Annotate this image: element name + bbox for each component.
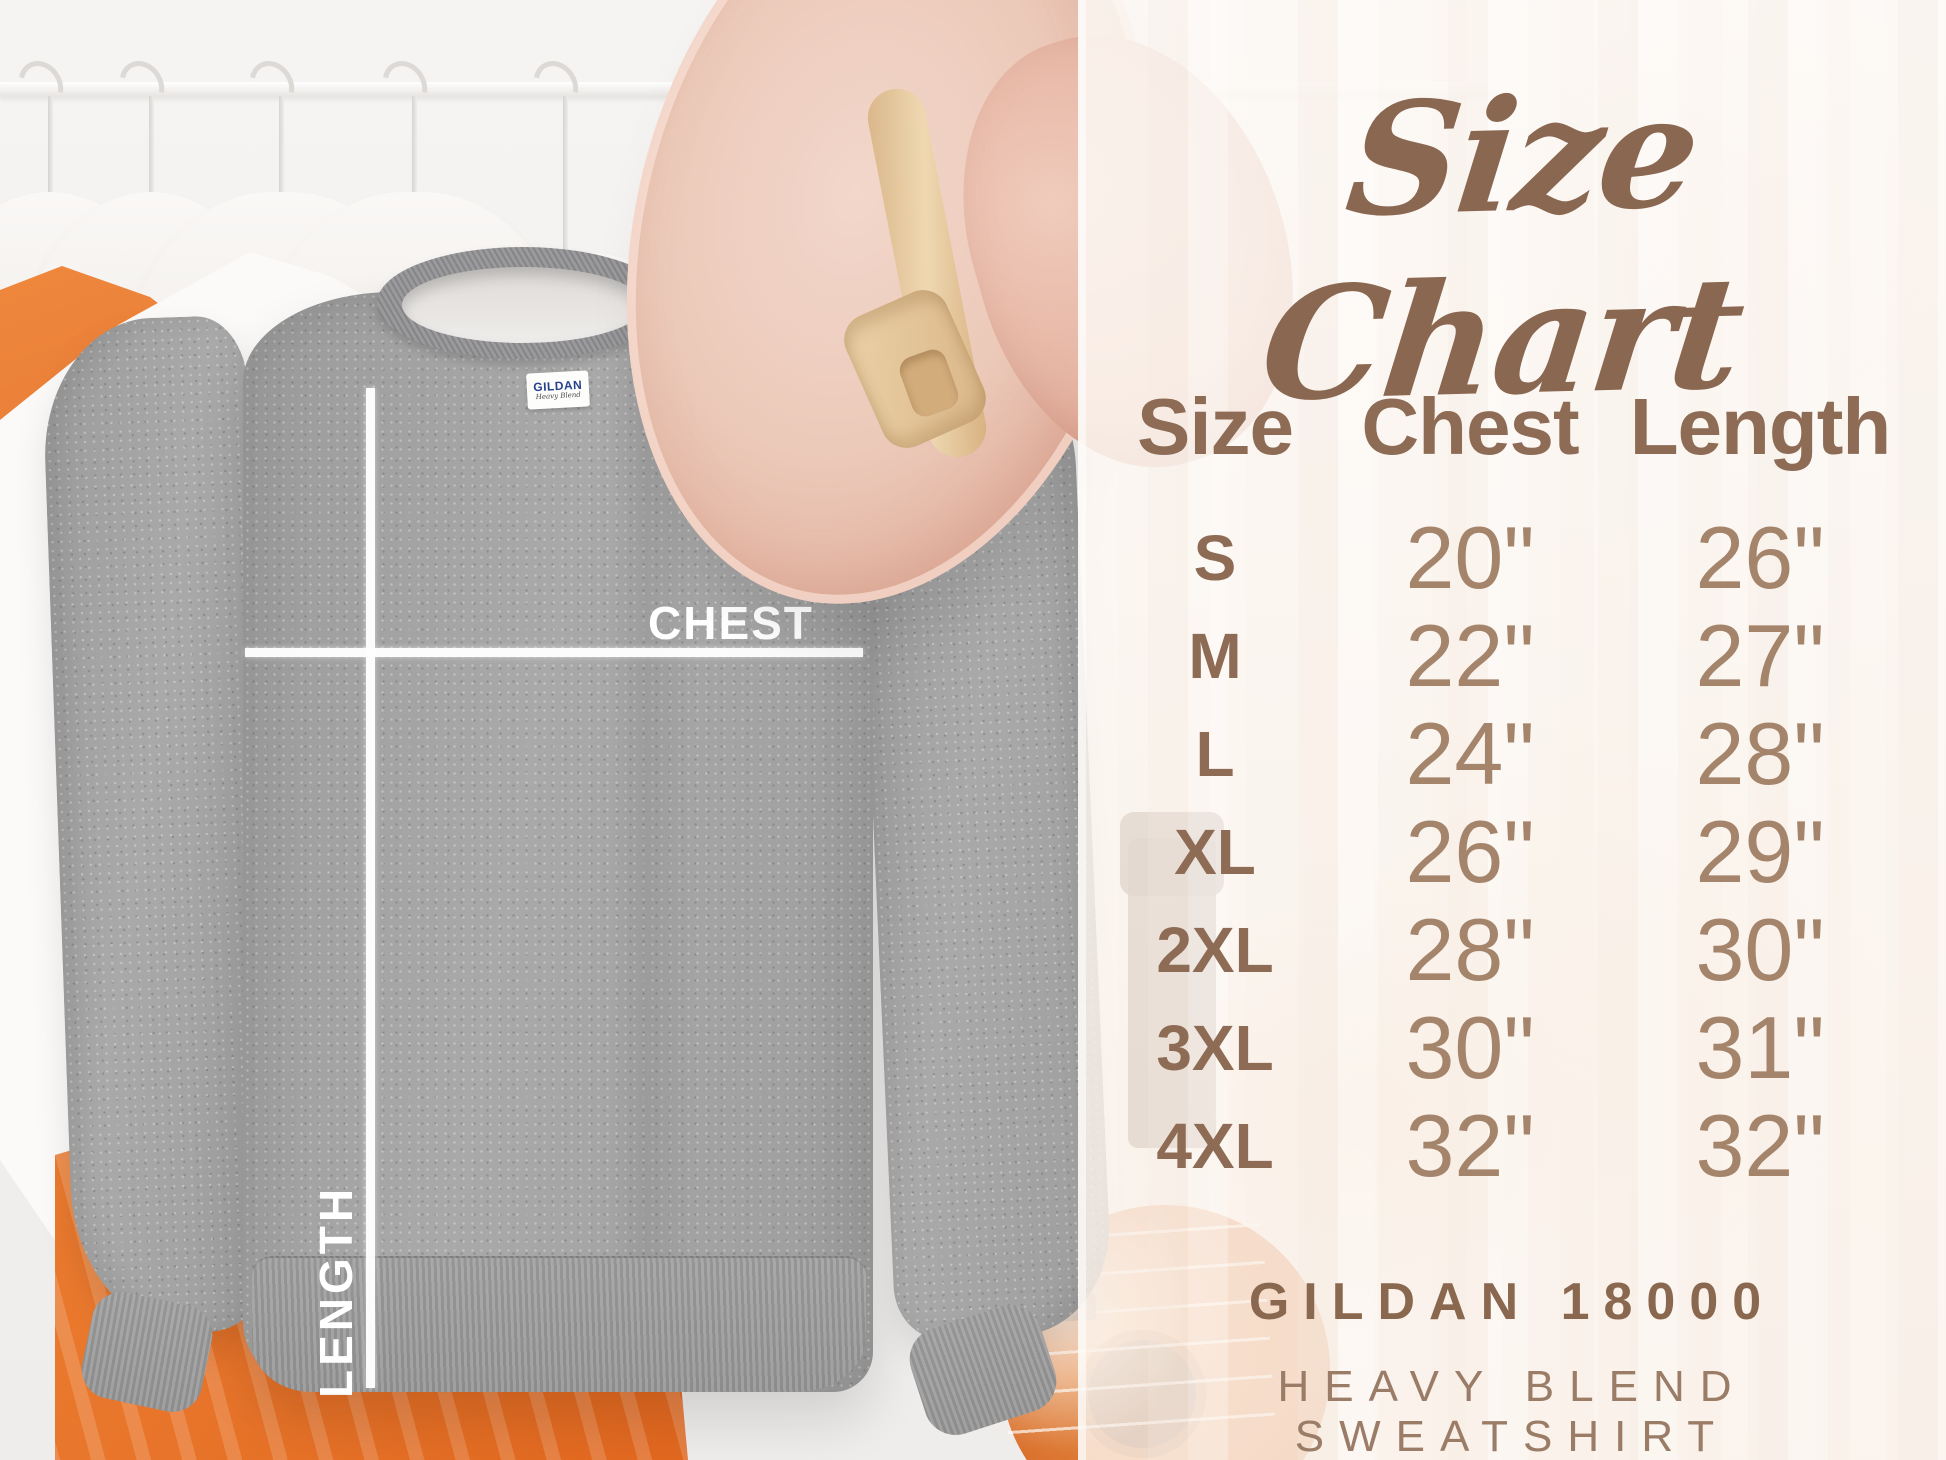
size-cell: 2XL	[1156, 914, 1274, 986]
chest-cell: 22"	[1405, 606, 1535, 705]
header-length: Length	[1629, 382, 1892, 471]
hanger-wire	[149, 96, 154, 196]
length-measure-line	[366, 388, 375, 1388]
chest-line-label: CHEST	[648, 597, 814, 649]
table-row: M 22" 27"	[1090, 605, 1920, 705]
length-cell: 28"	[1695, 704, 1825, 803]
size-cell: L	[1195, 718, 1235, 790]
table-row: S 20" 26"	[1090, 507, 1920, 607]
size-cell: S	[1193, 522, 1237, 594]
chest-cell: 20"	[1405, 508, 1535, 607]
sweatshirt-collar-opening	[402, 267, 644, 343]
header-size: Size	[1136, 382, 1294, 471]
size-cell: 4XL	[1156, 1110, 1274, 1182]
length-cell: 29"	[1695, 802, 1825, 901]
product-name: GILDAN 18000	[1248, 1273, 1776, 1331]
size-table-header-row: Size Chest Length	[1090, 372, 1920, 482]
size-chart-panel: Size Chart Size Chest Length S 20" 26" M…	[1078, 0, 1946, 1460]
length-cell: 27"	[1695, 606, 1825, 705]
table-row: 3XL 30" 31"	[1090, 997, 1920, 1097]
table-row: L 24" 28"	[1090, 703, 1920, 803]
size-table: Size Chest Length S 20" 26" M 22" 27" L …	[1090, 372, 1920, 1195]
chest-cell: 26"	[1405, 802, 1535, 901]
hanger-wire	[563, 96, 568, 256]
hanger-wire	[48, 96, 53, 196]
curtain-streaks	[1078, 0, 1946, 1460]
chest-measure-line	[245, 648, 863, 657]
hanger-wire	[412, 96, 417, 196]
size-cell: M	[1188, 620, 1242, 692]
length-line-label: LENGTH	[310, 1184, 362, 1398]
size-cell: XL	[1174, 816, 1256, 888]
table-row: 4XL 32" 32"	[1090, 1095, 1920, 1195]
length-cell: 26"	[1695, 508, 1825, 607]
length-cell: 31"	[1695, 998, 1825, 1097]
header-chest: Chest	[1361, 382, 1579, 471]
chest-cell: 30"	[1405, 998, 1535, 1097]
chest-cell: 32"	[1405, 1096, 1535, 1195]
collar-tag: GILDAN Heavy Blend	[526, 370, 590, 410]
length-cell: 32"	[1695, 1096, 1825, 1195]
chest-cell: 24"	[1405, 704, 1535, 803]
size-cell: 3XL	[1156, 1012, 1274, 1084]
product-subtitle: HEAVY BLEND SWEATSHIRT	[1277, 1362, 1747, 1460]
hanger-wire	[279, 96, 284, 196]
collar-tag-line: Heavy Blend	[535, 390, 582, 401]
chest-cell: 28"	[1405, 900, 1535, 999]
length-cell: 30"	[1695, 900, 1825, 999]
sweatshirt-waistband	[252, 1256, 866, 1392]
table-row: 2XL 28" 30"	[1090, 899, 1920, 999]
table-row: XL 26" 29"	[1090, 801, 1920, 901]
